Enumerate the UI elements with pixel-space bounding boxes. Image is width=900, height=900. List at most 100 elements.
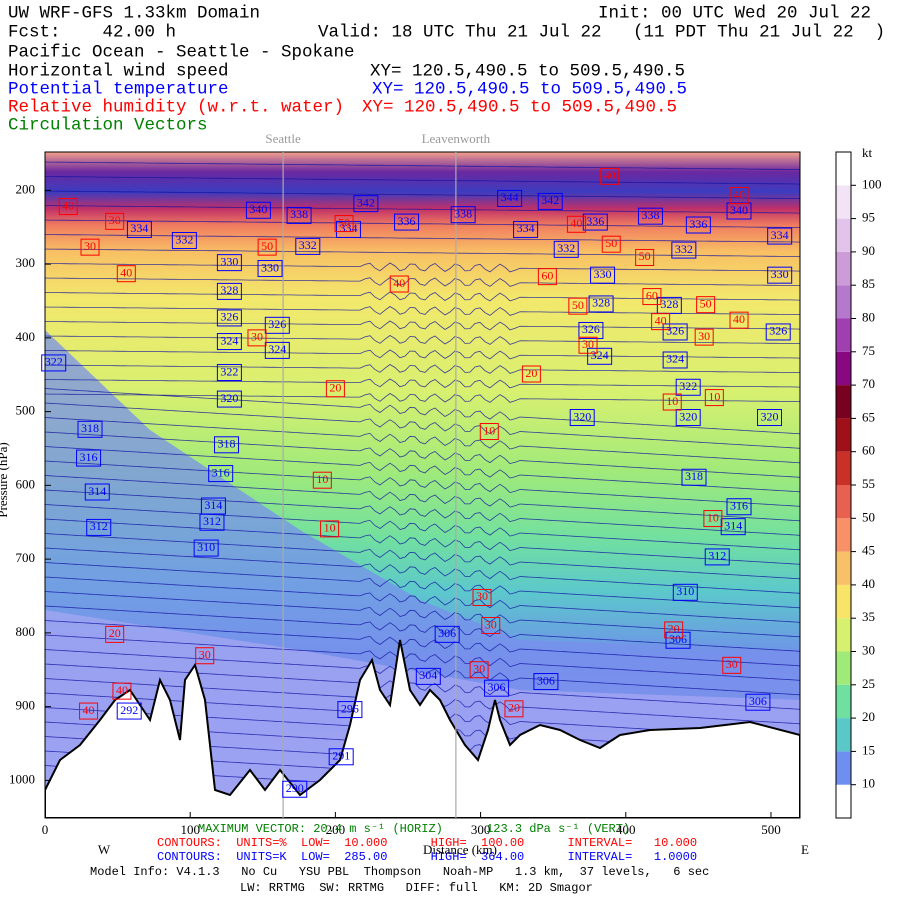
contour-label-box <box>257 238 277 256</box>
colorbar-bin <box>836 351 851 386</box>
contour-label: 306 <box>749 694 767 708</box>
footer: MAXIMUM VECTOR: 20.4 m s⁻¹ (HORIZ) 123.3… <box>90 822 809 895</box>
contour-label-box <box>578 321 604 339</box>
contour-label-box <box>665 631 691 649</box>
colorbar-tick-label: 85 <box>862 276 875 291</box>
isentrope-line <box>45 489 800 536</box>
x-tick-label: 200 <box>326 822 346 837</box>
contour-label-box <box>84 483 110 501</box>
contour-label-box <box>587 347 613 365</box>
contour-label-box <box>216 282 242 300</box>
colorbar-bin <box>836 784 851 818</box>
subtitle: Pacific Ocean - Seattle - Spokane <box>8 43 355 63</box>
isentrope-line <box>45 320 800 331</box>
contour-label-box <box>334 215 354 233</box>
contour-label: 334 <box>771 228 789 242</box>
y-tick-label: 900 <box>16 698 36 713</box>
field-xy: XY= 120.5,490.5 to 509.5,490.5 <box>370 62 685 82</box>
contour-label-box <box>199 513 225 531</box>
contour-label-box <box>86 518 112 536</box>
colorbar-tick-label: 60 <box>862 443 875 458</box>
contour-label: 338 <box>641 208 659 222</box>
contour-label-box <box>484 679 510 697</box>
contour-label-box <box>434 625 460 643</box>
isentrope-line <box>45 277 800 287</box>
colorbar-tick-label: 55 <box>862 476 875 491</box>
colorbar-tick-label: 30 <box>862 642 875 657</box>
contour-label: 316 <box>212 465 230 479</box>
contour-label: 334 <box>517 221 535 235</box>
x-axis-label: Distance (km) <box>423 842 497 857</box>
contour-label-box <box>245 201 271 219</box>
colorbar-tick-label: 95 <box>862 210 875 225</box>
colorbar-tick-label: 90 <box>862 243 875 258</box>
contour-label-box <box>320 520 340 538</box>
contour-label-box <box>729 311 749 329</box>
isentrope-line <box>45 547 800 594</box>
contour-label-box <box>208 465 234 483</box>
contour-label-box <box>696 296 716 314</box>
contour-label-box <box>328 748 354 766</box>
max-vector: MAXIMUM VECTOR: 20.4 m s⁻¹ (HORIZ) 123.3… <box>198 822 630 836</box>
colorbar-bin <box>836 451 851 485</box>
contour-label-box <box>588 295 614 313</box>
contour-label: 340 <box>249 202 267 216</box>
contour-label: 336 <box>689 217 707 231</box>
contour-label-box <box>704 389 724 407</box>
colorbar-tick-label: 25 <box>862 676 875 691</box>
contour-label: 328 <box>220 283 238 297</box>
colorbar-bin <box>836 584 851 619</box>
contour-label: 324 <box>268 342 286 356</box>
contour-label: 10 <box>483 423 495 437</box>
location-label: Leavenworth <box>422 131 491 146</box>
isentrope-line <box>45 190 800 199</box>
colorbar-tick-label: 75 <box>862 343 875 358</box>
contour-label: 40 <box>733 312 745 326</box>
contour-label-box <box>537 268 557 286</box>
contour-label: 320 <box>573 409 591 423</box>
contour-label: 316 <box>730 499 748 513</box>
isentrope-line <box>45 504 800 551</box>
contour-label-box <box>726 498 752 516</box>
contour-label-box <box>479 423 499 441</box>
init-time: Init: 00 UTC Wed 20 Jul 22 <box>598 4 871 24</box>
contour-label: 290 <box>286 781 304 795</box>
isentrope-line <box>45 431 800 478</box>
contour-label-box <box>537 192 563 210</box>
contour-label: 342 <box>541 193 559 207</box>
contour-label: 332 <box>299 238 317 252</box>
contour-label: 338 <box>454 206 472 220</box>
contour-label: 330 <box>261 260 279 274</box>
colorbar-label: kt <box>862 145 873 160</box>
contour-label: 50 <box>338 215 350 229</box>
contour-label: 320 <box>679 409 697 423</box>
contour-label: 324 <box>666 352 684 366</box>
contour-label-box <box>662 393 682 411</box>
contour-label-box <box>171 232 197 250</box>
contour-label-box <box>472 588 492 606</box>
isentrope-line <box>45 576 800 623</box>
theta-contour-info: CONTOURS: UNITS=K LOW= 285.00 HIGH= 364.… <box>157 850 697 864</box>
isentrope-line <box>45 349 800 360</box>
contour-label: 314 <box>204 498 222 512</box>
contour-label: 30 <box>251 330 263 344</box>
colorbar-bin <box>836 618 851 652</box>
isentrope-line <box>45 649 800 696</box>
contour-label: 40 <box>120 265 132 279</box>
contour-label-box <box>662 323 688 341</box>
terrain <box>45 639 800 818</box>
contour-label-box <box>662 351 688 369</box>
contour-label: 326 <box>666 324 684 338</box>
contour-label-box <box>497 189 523 207</box>
colorbar-bin <box>836 218 851 252</box>
contour-label: 30 <box>109 213 121 227</box>
contour-label-box <box>600 167 620 185</box>
contour-label-box <box>193 539 219 557</box>
contour-label: 322 <box>679 379 697 393</box>
contour-label: 40 <box>570 216 582 230</box>
contour-label-box <box>195 647 215 665</box>
colorbar-tick-label: 20 <box>862 709 875 724</box>
east-label: E <box>801 842 809 857</box>
contour-label: 306 <box>438 626 456 640</box>
isentrope-line <box>45 417 800 464</box>
